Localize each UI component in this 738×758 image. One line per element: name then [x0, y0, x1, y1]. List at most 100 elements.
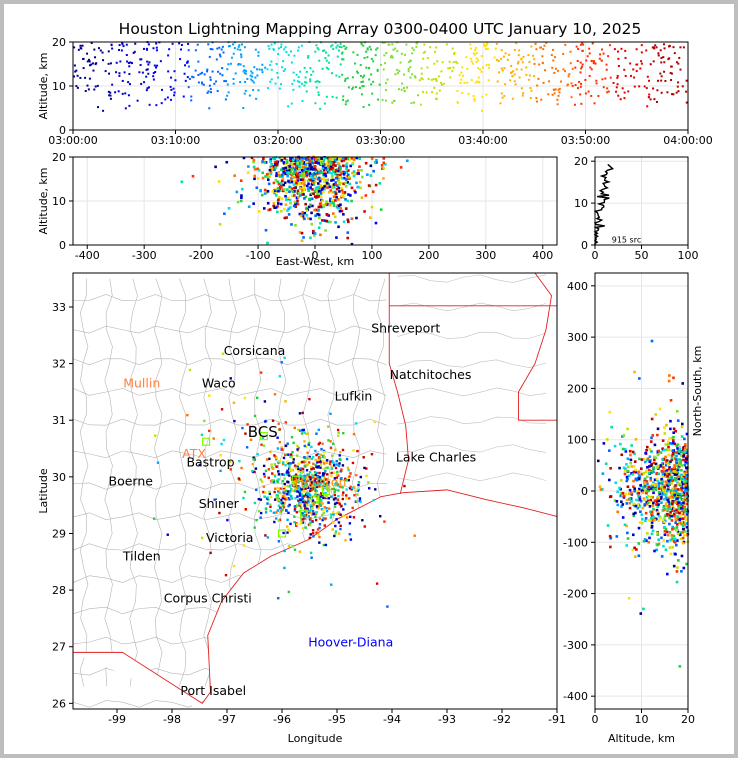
map-source-point [321, 480, 324, 483]
ns-source-point [663, 493, 667, 496]
ns-source-point [668, 507, 672, 511]
ew-xtick-label: -200 [189, 249, 214, 262]
time-source-point [226, 68, 229, 71]
time-source-point [445, 43, 448, 46]
ew-xtick-label: -400 [75, 249, 100, 262]
ew-source-point [330, 202, 333, 205]
ew-source-point [240, 194, 243, 197]
time-source-point [602, 86, 605, 89]
time-source-point [488, 63, 491, 66]
ns-source-point [676, 488, 680, 491]
ns-source-point [599, 488, 603, 491]
time-source-point [258, 68, 261, 71]
time-source-point [292, 71, 295, 74]
ns-source-point [616, 503, 620, 507]
ns-source-point [647, 540, 650, 544]
map-source-point [335, 501, 338, 505]
map-source-point [307, 500, 310, 503]
ew-source-point [364, 161, 368, 165]
time-source-point [593, 102, 596, 105]
ew-source-point [346, 177, 350, 181]
map-source-point [308, 475, 311, 479]
ew-source-point [338, 168, 342, 172]
ns-source-point [652, 466, 656, 469]
map-source-point [336, 428, 340, 432]
time-source-point [676, 85, 679, 88]
time-source-point [672, 46, 675, 49]
map-source-point [300, 488, 303, 491]
ew-source-point [315, 159, 318, 163]
ns-source-point [661, 491, 665, 495]
map-source-point [278, 491, 281, 494]
time-source-point [346, 77, 349, 80]
ew-source-point [360, 196, 364, 199]
map-source-point [321, 484, 325, 488]
gulf-water [73, 489, 557, 709]
ew-source-point [286, 209, 289, 212]
time-source-point [145, 75, 148, 78]
ew-source-point [272, 204, 276, 208]
ns-source-point [663, 520, 666, 524]
ns-source-point [670, 454, 674, 457]
time-source-point [598, 57, 601, 60]
map-source-point [308, 471, 312, 474]
time-source-point [423, 50, 426, 53]
ew-source-point [296, 202, 300, 206]
map-source-point [332, 513, 335, 516]
ns-source-point [663, 426, 666, 429]
time-source-point [532, 75, 535, 78]
time-source-point [290, 50, 293, 53]
time-source-point [677, 90, 680, 93]
ew-source-point [332, 201, 335, 205]
map-source-point [290, 495, 293, 498]
time-source-point [595, 79, 598, 82]
ns-source-point [674, 429, 678, 433]
time-source-point [426, 57, 429, 60]
map-source-point [251, 462, 254, 466]
ew-source-point [324, 166, 327, 170]
altitude-histogram-line [593, 163, 615, 245]
ew-source-point [292, 179, 296, 183]
time-source-point [77, 48, 80, 51]
map-source-point [269, 495, 273, 499]
map-source-point [273, 393, 277, 396]
map-source-point [186, 413, 189, 417]
ns-source-point [669, 496, 673, 500]
mississippi-border [518, 272, 557, 421]
map-source-point [262, 464, 266, 468]
time-source-point [615, 90, 618, 93]
ns-source-point [646, 466, 649, 469]
ns-source-point [657, 472, 661, 476]
county-border [129, 278, 138, 687]
time-source-point [298, 85, 301, 88]
ns-source-point [620, 505, 623, 508]
map-source-point [316, 497, 319, 501]
ew-source-point [295, 158, 298, 161]
time-source-point [244, 72, 247, 75]
ns-source-point [682, 480, 686, 483]
ns-source-point [656, 433, 659, 437]
ns-source-point [678, 533, 682, 537]
time-source-point [597, 94, 600, 97]
ew-source-point [291, 190, 295, 194]
map-place-label: Hoover-Diana [308, 635, 393, 650]
county-border [72, 294, 387, 302]
map-source-point [310, 512, 313, 516]
map-source-point [348, 522, 352, 525]
time-source-point [562, 68, 565, 71]
ew-source-point [273, 163, 277, 166]
time-source-point [485, 93, 488, 96]
time-source-point [261, 71, 264, 74]
ew-source-point [309, 178, 312, 182]
time-source-point [455, 60, 458, 63]
map-source-point [281, 462, 285, 466]
map-source-point [349, 485, 352, 489]
ew-xtick-label: 200 [418, 249, 439, 262]
time-source-point [475, 61, 478, 64]
map-source-point [309, 504, 313, 507]
ns-source-point [680, 488, 684, 492]
ew-source-point [317, 209, 320, 212]
ns-source-point [641, 517, 644, 521]
map-source-point [244, 432, 247, 435]
map-source-point [276, 509, 280, 512]
